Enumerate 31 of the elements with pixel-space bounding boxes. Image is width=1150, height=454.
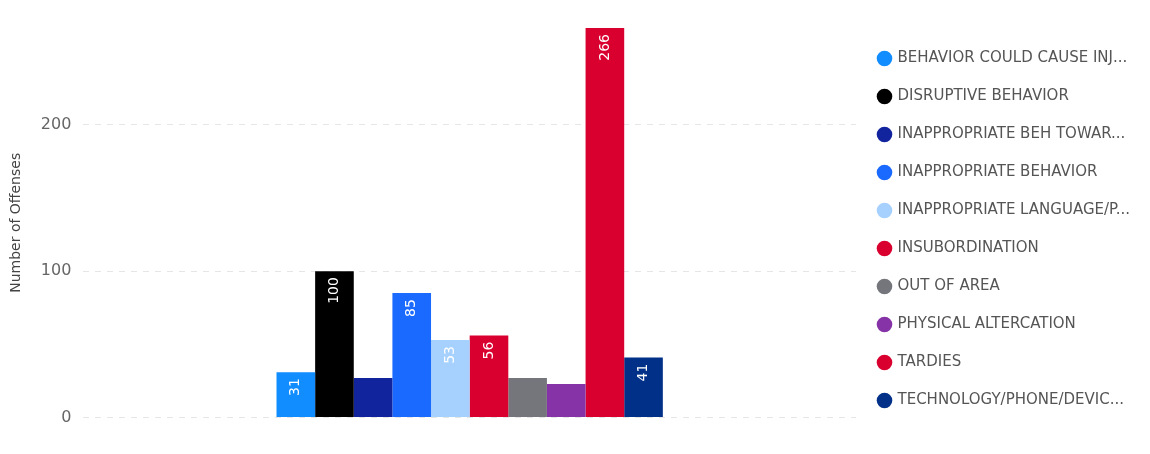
legend-label: PHYSICAL ALTERCATION bbox=[897, 314, 1076, 333]
data-label: 53 bbox=[440, 345, 457, 364]
bar bbox=[392, 293, 432, 418]
bar bbox=[508, 378, 547, 418]
y-tick-label: 200 bbox=[40, 113, 72, 133]
legend-label: DISRUPTIVE BEHAVIOR bbox=[897, 86, 1069, 105]
bar bbox=[585, 28, 625, 418]
bar bbox=[546, 383, 586, 418]
data-label: 56 bbox=[479, 341, 496, 360]
bar bbox=[624, 357, 663, 418]
y-tick-label: 100 bbox=[40, 260, 72, 280]
data-label: 31 bbox=[286, 378, 303, 397]
data-label: 100 bbox=[325, 277, 342, 304]
legend-label: TARDIES bbox=[896, 352, 962, 371]
bar bbox=[469, 335, 509, 418]
data-label: 41 bbox=[634, 363, 651, 382]
legend-label: INAPPROPRIATE BEH TOWAR... bbox=[897, 124, 1126, 143]
y-tick-label: 0 bbox=[61, 406, 72, 426]
legend-label: TECHNOLOGY/PHONE/DEVIC... bbox=[896, 390, 1125, 409]
bar bbox=[353, 378, 393, 418]
legend-label: INAPPROPRIATE LANGUAGE/P... bbox=[897, 200, 1131, 219]
data-label: 266 bbox=[595, 33, 612, 61]
legend-label: INAPPROPRIATE BEHAVIOR bbox=[897, 162, 1098, 181]
legend-label: OUT OF AREA bbox=[897, 276, 1001, 295]
legend-label: BEHAVIOR COULD CAUSE INJ... bbox=[897, 48, 1128, 67]
legend-label: INSUBORDINATION bbox=[897, 238, 1039, 257]
data-label: 85 bbox=[402, 299, 419, 317]
bar bbox=[276, 372, 316, 418]
bar bbox=[315, 271, 354, 418]
bar bbox=[431, 339, 470, 418]
y-axis-title: Number of Offenses bbox=[7, 152, 24, 293]
